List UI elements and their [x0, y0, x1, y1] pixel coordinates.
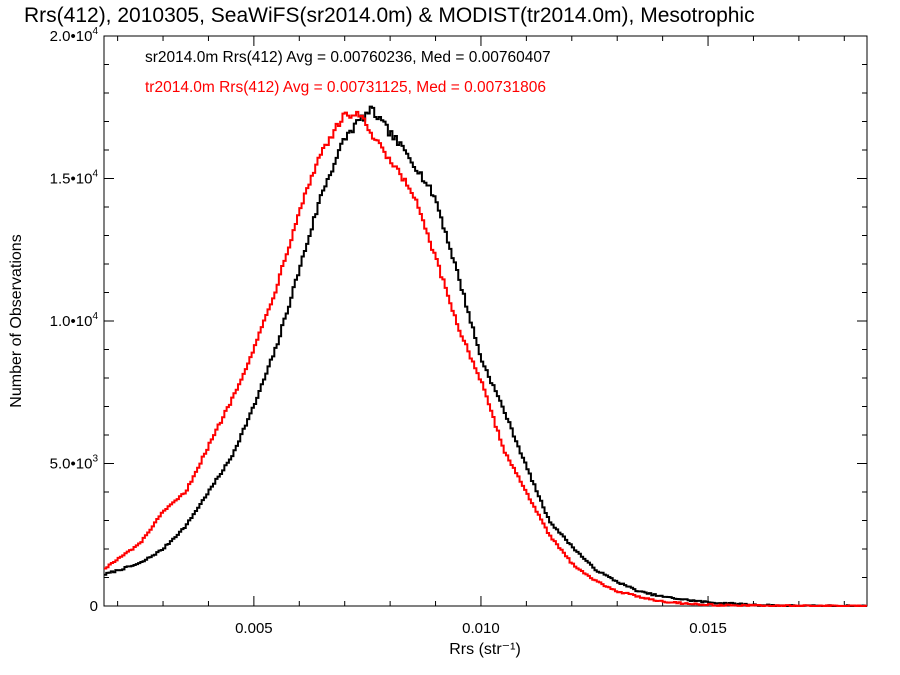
y-tick-mantissa: 5.0•10: [50, 456, 93, 473]
x-tick-label: 0.010: [462, 620, 500, 637]
tick-labels: 0.005 0.010 0.01505.0•1031.0•1041.5•1042.0…: [50, 26, 727, 637]
legend-entry-sr2014: sr2014.0m Rrs(412) Avg = 0.00760236, Med…: [145, 49, 551, 66]
y-tick-label: 0: [90, 598, 98, 615]
x-tick-label: 0.005: [235, 620, 273, 637]
legend-entry-tr2014: tr2014.0m Rrs(412) Avg = 0.00731125, Med…: [145, 79, 546, 96]
x-tick-label: 0.015: [689, 620, 727, 637]
y-tick-label: 2.0•104: [50, 26, 99, 45]
y-tick-label: 1.5•104: [50, 169, 99, 188]
y-tick-label: 1.0•104: [50, 311, 99, 330]
y-tick-mantissa: 2.0•10: [50, 28, 93, 45]
y-tick-exponent: 4: [92, 26, 98, 37]
series-line-tr2014.0m: [104, 110, 867, 607]
x-axis-label: Rrs (str⁻¹): [449, 641, 521, 658]
y-tick-exponent: 3: [92, 454, 98, 465]
y-tick-mantissa: 1.5•10: [50, 171, 93, 188]
y-tick-mantissa: 0: [90, 598, 98, 615]
y-tick-exponent: 4: [92, 311, 98, 322]
series-layer: [104, 105, 867, 607]
y-tick-label: 5.0•103: [50, 454, 99, 473]
series-line-sr2014.0m: [104, 105, 867, 607]
y-axis-label: Number of Observations: [8, 234, 25, 407]
axis-ticks: [104, 35, 867, 607]
y-tick-exponent: 4: [92, 169, 98, 180]
y-tick-mantissa: 1.0•10: [50, 313, 93, 330]
plot-frame: [103, 35, 868, 607]
chart-title: Rrs(412), 2010305, SeaWiFS(sr2014.0m) & …: [24, 4, 755, 27]
